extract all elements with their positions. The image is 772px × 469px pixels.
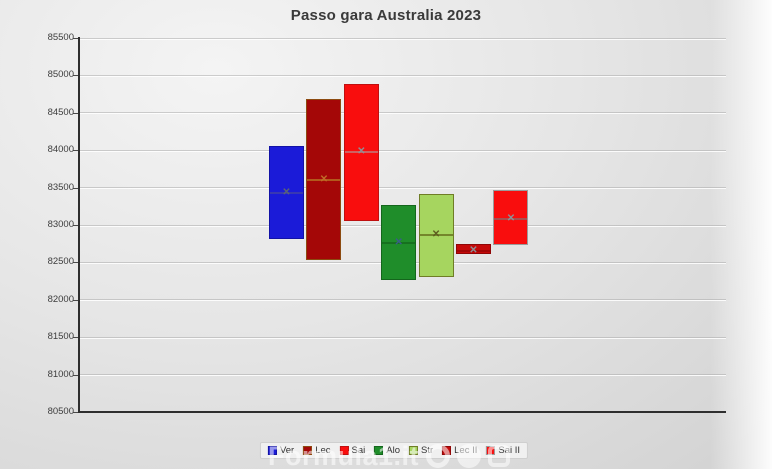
chart-title: Passo gara Australia 2023 (290, 7, 482, 24)
legend-item-sai-ii: Sai II (486, 445, 520, 456)
legend-swatch-icon (442, 446, 452, 455)
y-tick-label: 84000 (47, 144, 74, 156)
y-tickmark (73, 38, 78, 39)
y-tick-label: 82500 (47, 256, 74, 268)
median-line (382, 242, 416, 245)
y-tick-label: 85500 (47, 32, 74, 43)
legend-swatch-icon (339, 446, 349, 455)
y-tickmark (73, 337, 78, 339)
gridline (80, 149, 726, 151)
legend-label: Sai (351, 445, 366, 456)
median-line (307, 179, 341, 182)
y-tickmark (73, 299, 78, 301)
gridline (80, 374, 726, 376)
y-tickmark (73, 112, 78, 114)
mean-x-marker: ✕ (431, 228, 441, 240)
y-tickmark (73, 374, 78, 376)
mean-x-marker: ✕ (506, 212, 516, 224)
range-bar-alo: ✕ (381, 204, 417, 280)
legend-label: Lec (315, 445, 331, 456)
gridline (80, 299, 726, 301)
y-tickmark (73, 412, 78, 413)
range-bar-sai: ✕ (343, 83, 379, 222)
legend-swatch-icon (374, 446, 384, 455)
range-bar-lec-ii: ✕ (456, 244, 491, 256)
mean-x-marker: ✕ (394, 237, 403, 249)
mean-x-marker: ✕ (282, 187, 291, 199)
legend-item-str: Str (409, 445, 433, 456)
legend-swatch-icon (486, 446, 496, 455)
range-bar-lec: ✕ (306, 98, 342, 261)
legend-label: Alo (386, 445, 401, 456)
gridline (80, 187, 726, 189)
y-tickmark (73, 75, 78, 77)
y-tickmark (73, 225, 78, 226)
y-tick-label: 81500 (47, 331, 74, 343)
y-axis-line (78, 37, 80, 413)
legend-label: Sai II (498, 445, 521, 456)
legend-swatch-icon (409, 446, 419, 455)
y-tick-label: 84500 (47, 106, 74, 118)
y-tickmark (73, 150, 78, 152)
y-tickmark (73, 262, 78, 264)
gridline (80, 74, 726, 76)
y-tick-label: 85000 (47, 69, 74, 81)
y-tick-label: 82000 (47, 293, 74, 305)
range-bar-ver: ✕ (269, 145, 304, 240)
range-bar-sai-ii: ✕ (493, 189, 529, 246)
legend-item-ver: Ver (267, 445, 295, 456)
y-tick-label: 80500 (47, 406, 74, 417)
median-line (344, 150, 378, 153)
y-tickmark (73, 187, 78, 189)
gridline (80, 336, 726, 338)
legend-swatch-icon (267, 446, 277, 455)
legend-item-alo: Alo (374, 445, 400, 456)
legend-label: Lec II (454, 445, 478, 456)
legend-label: Ver (279, 445, 295, 456)
legend-swatch-icon (303, 446, 313, 455)
mean-x-marker: ✕ (469, 244, 478, 256)
legend-item-lec-ii: Lec II (442, 445, 477, 456)
range-bar-str: ✕ (418, 193, 454, 278)
gridline (80, 112, 726, 114)
median-line (270, 192, 303, 195)
median-line (457, 249, 490, 252)
gridline (80, 37, 726, 39)
median-line (419, 233, 453, 236)
mean-x-marker: ✕ (357, 145, 366, 157)
y-tick-label: 81000 (47, 368, 74, 380)
y-tick-label: 83500 (47, 181, 74, 193)
y-tick-label: 83000 (47, 219, 74, 230)
x-axis-line (78, 411, 726, 413)
legend-label: Str (421, 445, 434, 456)
median-line (494, 217, 528, 220)
legend-item-lec: Lec (303, 445, 331, 456)
legend-item-sai: Sai (339, 445, 366, 456)
legend: Ver Lec Sai Alo Str Lec II Sai II (259, 442, 529, 459)
mean-x-marker: ✕ (319, 174, 329, 186)
